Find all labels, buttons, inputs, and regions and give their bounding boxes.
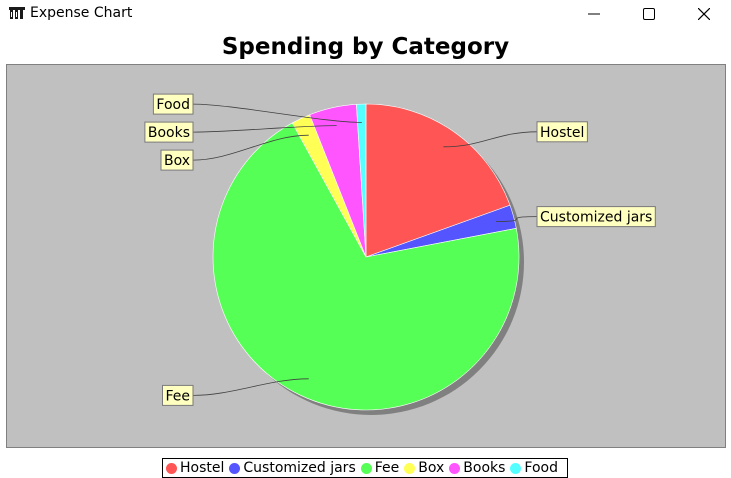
legend-item-box: Box bbox=[404, 460, 444, 476]
pie-label-link-customized-jars bbox=[495, 216, 538, 222]
pie-label-box-box bbox=[160, 149, 194, 171]
pie-label-customized-jars: Customized jars bbox=[540, 210, 652, 226]
pie-label-box-customized-jars bbox=[536, 206, 656, 228]
pie-slice-fee bbox=[212, 122, 520, 411]
legend-item-hostel: Hostel bbox=[166, 460, 224, 476]
pie-label-books: Books bbox=[148, 125, 190, 141]
legend-label-box: Box bbox=[418, 460, 445, 476]
legend-label-food: Food bbox=[524, 460, 558, 476]
pie-chart: Hostel Customized jars Fee Box Books Food bbox=[144, 93, 656, 415]
pie-label-hostel: Hostel bbox=[540, 125, 584, 141]
pie-label-box-books bbox=[144, 121, 194, 143]
legend-swatch-box bbox=[404, 462, 416, 474]
legend-swatch-customized-jars bbox=[229, 462, 241, 474]
legend-swatch-books bbox=[449, 462, 461, 474]
legend-swatch-food bbox=[510, 462, 522, 474]
minimize-button[interactable] bbox=[571, 0, 617, 28]
pie-plot-area: Hostel Customized jars Fee Box Books Food bbox=[6, 64, 726, 448]
close-button[interactable] bbox=[681, 0, 727, 28]
close-icon bbox=[698, 8, 710, 20]
legend-item-food: Food bbox=[510, 460, 558, 476]
legend-label-fee: Fee bbox=[374, 460, 400, 476]
pie-slice-hostel bbox=[365, 103, 511, 258]
maximize-button[interactable] bbox=[626, 0, 672, 28]
legend-label-hostel: Hostel bbox=[180, 460, 225, 476]
pie-label-link-box bbox=[192, 134, 309, 161]
pie-label-link-food bbox=[192, 103, 362, 123]
legend-item-books: Books bbox=[449, 460, 505, 476]
pie-label-box-hostel bbox=[536, 121, 588, 143]
minimize-icon bbox=[588, 13, 600, 15]
legend-item-customized-jars: Customized jars bbox=[229, 460, 356, 476]
pie-label-box-fee bbox=[162, 384, 194, 406]
legend-label-customized-jars: Customized jars bbox=[243, 460, 356, 476]
window-title: Expense Chart bbox=[30, 5, 133, 21]
pie-label-box: Box bbox=[164, 153, 190, 169]
pie-label-food: Food bbox=[156, 97, 190, 113]
pie-label-fee: Fee bbox=[166, 388, 191, 404]
maximize-icon bbox=[643, 8, 655, 20]
chart-title: Spending by Category bbox=[221, 34, 510, 60]
pie-label-link-hostel bbox=[443, 131, 538, 148]
legend-swatch-hostel bbox=[166, 462, 177, 474]
legend-item-fee: Fee bbox=[360, 460, 400, 476]
pie-label-box-food bbox=[152, 93, 194, 115]
java-app-icon bbox=[9, 7, 25, 19]
pie-label-link-fee bbox=[192, 378, 309, 396]
legend-swatch-fee bbox=[360, 462, 372, 474]
chart-legend: Hostel Customized jars Fee Box Books Food bbox=[162, 458, 568, 478]
pie-label-link-books bbox=[192, 125, 337, 133]
legend-label-books: Books bbox=[463, 460, 506, 476]
window-titlebar: Expense Chart bbox=[0, 0, 731, 28]
pie-slice-food bbox=[356, 103, 367, 258]
